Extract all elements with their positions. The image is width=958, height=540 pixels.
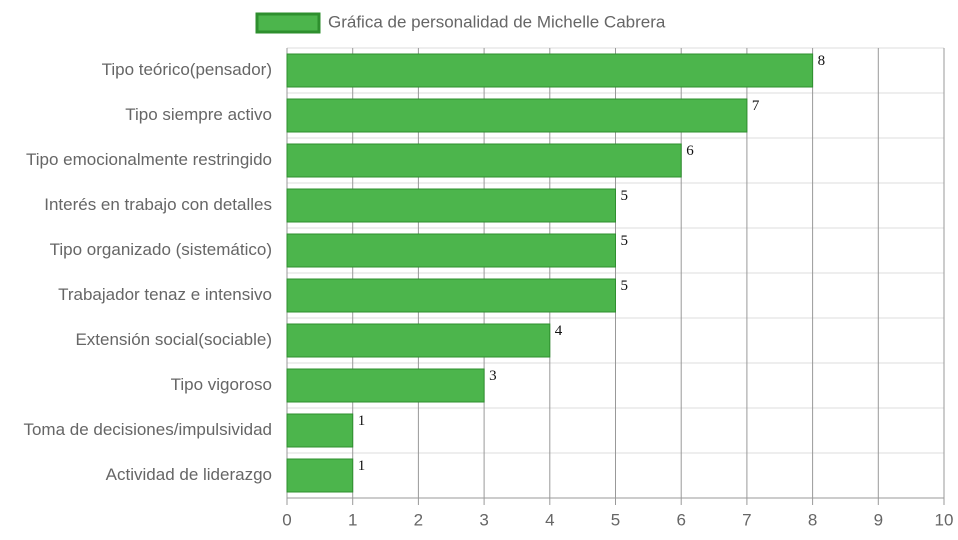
x-tick-label: 5 — [611, 510, 620, 529]
bar — [286, 278, 616, 313]
data-label: 6 — [686, 143, 694, 159]
x-tick-label: 1 — [348, 510, 357, 529]
x-tick-label: 7 — [742, 510, 751, 529]
bar — [286, 143, 682, 178]
x-tick-label: 9 — [874, 510, 883, 529]
x-tick-label: 6 — [676, 510, 685, 529]
bar — [286, 188, 616, 223]
y-tick-label: Toma de decisiones/impulsividad — [23, 420, 272, 439]
y-tick-label: Tipo organizado (sistemático) — [50, 240, 272, 259]
legend-swatch — [255, 12, 321, 34]
x-tick-label: 8 — [808, 510, 817, 529]
x-tick-label: 4 — [545, 510, 554, 529]
bar — [286, 233, 616, 268]
data-label: 5 — [621, 188, 629, 204]
data-label: 3 — [489, 368, 497, 384]
data-label: 7 — [752, 98, 760, 114]
x-tick-label: 3 — [479, 510, 488, 529]
data-label: 5 — [621, 278, 629, 294]
bar — [286, 53, 814, 88]
data-label: 4 — [555, 323, 563, 339]
x-tick-label: 0 — [282, 510, 291, 529]
x-tick-label: 10 — [935, 510, 954, 529]
y-tick-label: Actividad de liderazgo — [106, 465, 272, 484]
data-label: 8 — [818, 53, 826, 69]
data-label: 5 — [621, 233, 629, 249]
data-label: 1 — [358, 458, 366, 474]
bar — [286, 413, 354, 448]
bar — [286, 98, 748, 133]
y-tick-label: Extensión social(sociable) — [75, 330, 272, 349]
y-tick-label: Tipo emocionalmente restringido — [26, 150, 272, 169]
x-tick-label: 2 — [414, 510, 423, 529]
y-tick-label: Tipo siempre activo — [125, 105, 272, 124]
y-tick-label: Tipo vigoroso — [171, 375, 272, 394]
y-tick-label: Trabajador tenaz e intensivo — [58, 285, 272, 304]
bar — [286, 458, 354, 493]
bar — [286, 323, 551, 358]
y-tick-label: Interés en trabajo con detalles — [44, 195, 272, 214]
y-tick-label: Tipo teórico(pensador) — [102, 60, 272, 79]
data-label: 1 — [358, 413, 366, 429]
bar — [286, 368, 485, 403]
legend-label: Gráfica de personalidad de Michelle Cabr… — [328, 12, 666, 31]
